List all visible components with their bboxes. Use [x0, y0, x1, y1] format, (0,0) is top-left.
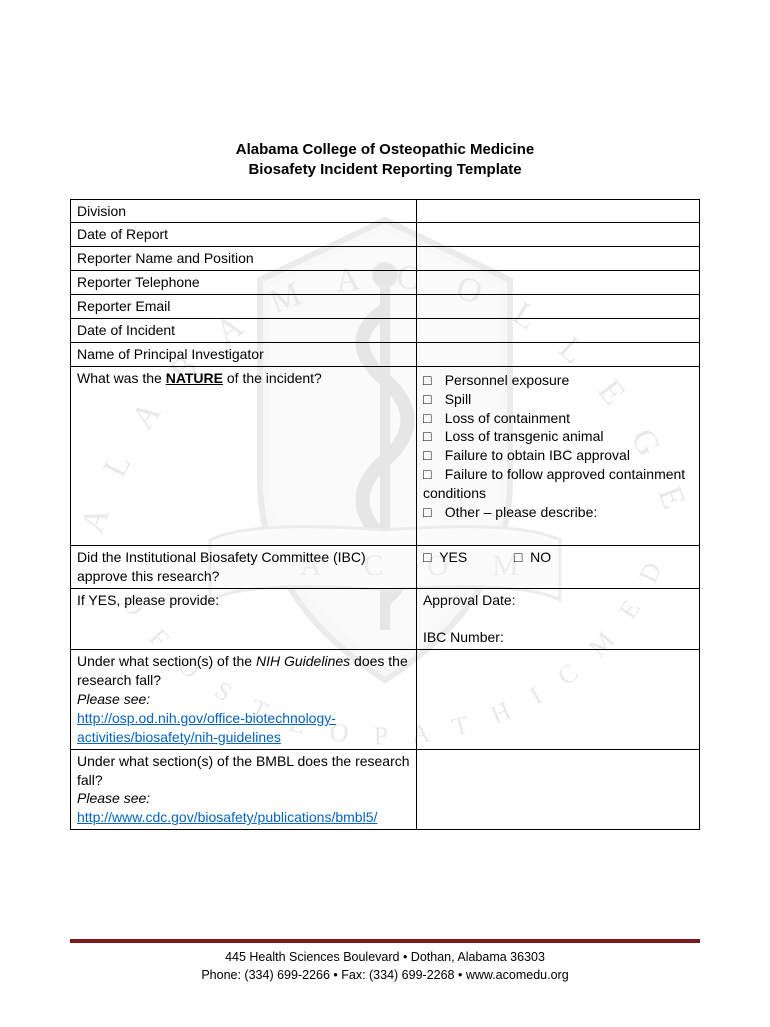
label-ibc-approve: Did the Institutional Biosafety Committe…: [71, 545, 417, 588]
checkbox-option[interactable]: □ Failure to obtain IBC approval: [423, 446, 693, 465]
label-reporter-name: Reporter Name and Position: [71, 247, 417, 271]
checkbox-option[interactable]: □ Loss of containment: [423, 409, 693, 428]
checkbox-option[interactable]: □ Other – please describe:: [423, 503, 693, 522]
checkbox-option[interactable]: □ Failure to follow approved containment…: [423, 465, 693, 503]
nature-prefix: What was the: [77, 370, 166, 386]
field-if-yes[interactable]: Approval Date: IBC Number:: [416, 588, 699, 650]
checkbox-no[interactable]: □ NO: [514, 549, 551, 565]
document-content: Alabama College of Osteopathic Medicine …: [0, 0, 770, 830]
page-title: Alabama College of Osteopathic Medicine …: [70, 140, 700, 181]
field-reporter-name[interactable]: [416, 247, 699, 271]
field-bmbl[interactable]: [416, 749, 699, 830]
title-line1: Alabama College of Osteopathic Medicine: [70, 140, 700, 160]
table-row: Reporter Telephone: [71, 271, 700, 295]
form-table: Division Date of Report Reporter Name an…: [70, 199, 700, 831]
footer-rule: [70, 939, 700, 943]
label-nature: What was the NATURE of the incident?: [71, 366, 417, 545]
field-nature: □ Personnel exposure □ Spill □ Loss of c…: [416, 366, 699, 545]
label-date-report: Date of Report: [71, 223, 417, 247]
table-row: Did the Institutional Biosafety Committe…: [71, 545, 700, 588]
table-row: Name of Principal Investigator: [71, 342, 700, 366]
label-division: Division: [71, 199, 417, 223]
table-row: Reporter Email: [71, 295, 700, 319]
label-reporter-phone: Reporter Telephone: [71, 271, 417, 295]
nih-guidelines-link[interactable]: http://osp.od.nih.gov/office-biotechnolo…: [77, 710, 336, 745]
table-row: Reporter Name and Position: [71, 247, 700, 271]
checkbox-option[interactable]: □ Spill: [423, 390, 693, 409]
ibc-number-label: IBC Number:: [423, 628, 693, 647]
checkbox-option[interactable]: □ Loss of transgenic animal: [423, 427, 693, 446]
checkbox-option[interactable]: □ Personnel exposure: [423, 371, 693, 390]
bmbl-link[interactable]: http://www.cdc.gov/biosafety/publication…: [77, 809, 377, 825]
table-row: Under what section(s) of the BMBL does t…: [71, 749, 700, 830]
table-row: Under what section(s) of the NIH Guideli…: [71, 650, 700, 749]
label-nih: Under what section(s) of the NIH Guideli…: [71, 650, 417, 749]
label-pi: Name of Principal Investigator: [71, 342, 417, 366]
table-row: Division: [71, 199, 700, 223]
field-reporter-email[interactable]: [416, 295, 699, 319]
footer-contact: Phone: (334) 699-2266 • Fax: (334) 699-2…: [0, 967, 770, 985]
bmbl-see: Please see:: [77, 790, 150, 806]
table-row: What was the NATURE of the incident? □ P…: [71, 366, 700, 545]
field-date-incident[interactable]: [416, 318, 699, 342]
table-row: Date of Report: [71, 223, 700, 247]
page-footer: 445 Health Sciences Boulevard • Dothan, …: [0, 939, 770, 984]
label-reporter-email: Reporter Email: [71, 295, 417, 319]
field-ibc-approve: □ YES □ NO: [416, 545, 699, 588]
nature-suffix: of the incident?: [223, 370, 322, 386]
approval-date-label: Approval Date:: [423, 591, 693, 610]
label-bmbl: Under what section(s) of the BMBL does t…: [71, 749, 417, 830]
footer-address: 445 Health Sciences Boulevard • Dothan, …: [0, 949, 770, 967]
field-pi[interactable]: [416, 342, 699, 366]
field-date-report[interactable]: [416, 223, 699, 247]
field-reporter-phone[interactable]: [416, 271, 699, 295]
table-row: If YES, please provide: Approval Date: I…: [71, 588, 700, 650]
title-line2: Biosafety Incident Reporting Template: [70, 160, 700, 180]
checkbox-yes[interactable]: □ YES: [423, 549, 467, 565]
field-division[interactable]: [416, 199, 699, 223]
nih-see: Please see:: [77, 691, 150, 707]
label-date-incident: Date of Incident: [71, 318, 417, 342]
table-row: Date of Incident: [71, 318, 700, 342]
label-if-yes: If YES, please provide:: [71, 588, 417, 650]
field-nih[interactable]: [416, 650, 699, 749]
nature-highlight: NATURE: [166, 370, 223, 386]
